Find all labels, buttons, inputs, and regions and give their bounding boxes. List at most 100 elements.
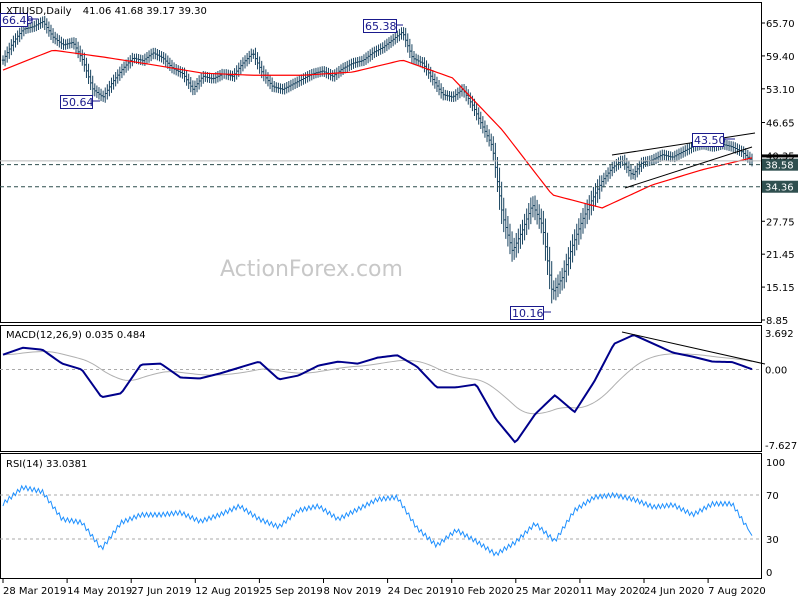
price-bar — [619, 155, 622, 169]
price-bar — [469, 92, 472, 108]
price-bar — [515, 232, 518, 258]
price-bar — [70, 37, 74, 49]
price-bar — [323, 66, 326, 77]
price-bar — [439, 83, 443, 99]
price-bar — [602, 172, 606, 188]
price-bar — [487, 129, 491, 147]
ohlc-readout: 41.06 41.68 39.17 39.30 — [83, 6, 207, 17]
macd-signal-line — [2, 350, 753, 415]
price-bar — [277, 82, 280, 94]
price-bar — [433, 73, 437, 89]
price-bar — [131, 52, 134, 67]
price-bar — [583, 203, 587, 229]
price-bar — [410, 44, 414, 64]
price-bar — [37, 18, 40, 31]
price-bar — [736, 143, 739, 155]
rsi-axis-label: 0 — [766, 568, 772, 579]
price-bar — [569, 240, 572, 270]
price-bar — [49, 24, 53, 41]
price-bar — [490, 133, 493, 151]
price-bar — [481, 116, 485, 134]
price-bar — [404, 27, 407, 48]
price-bar — [416, 54, 420, 67]
price-bar — [423, 57, 426, 73]
price-axis-label: 27.75 — [766, 217, 795, 228]
price-bar — [58, 35, 61, 48]
price-bar — [145, 52, 149, 65]
price-bar — [18, 27, 21, 43]
price-bar — [613, 160, 616, 174]
level-label: 38.58 — [765, 161, 794, 172]
price-bar — [101, 90, 105, 102]
price-bar — [379, 43, 382, 55]
price-bar — [452, 91, 455, 102]
price-bar — [675, 149, 679, 161]
price-bar — [542, 210, 545, 245]
price-bar — [412, 51, 416, 65]
price-bar — [354, 57, 357, 68]
price-bar — [565, 253, 568, 283]
price-bar — [358, 56, 361, 67]
price-bar — [371, 47, 374, 60]
macd-trendline — [621, 331, 766, 365]
price-bar — [147, 50, 151, 63]
date-axis-label: 10 Feb 2020 — [452, 586, 514, 597]
symbol-timeframe: XTIUSD,Daily — [6, 6, 72, 17]
upper-trendline — [611, 132, 756, 156]
price-bar — [93, 83, 96, 97]
price-bar — [623, 154, 626, 170]
date-axis-label: 8 Nov 2019 — [324, 586, 382, 597]
price-bar — [617, 157, 620, 170]
price-axis-label: 53.10 — [766, 85, 795, 96]
price-bar — [195, 77, 199, 93]
rsi-label: RSI(14) 33.0381 — [6, 459, 87, 470]
price-bar — [611, 161, 614, 177]
price-bar — [527, 202, 530, 230]
price-bar — [247, 50, 251, 65]
price-bar — [68, 38, 71, 49]
price-bar — [321, 66, 324, 77]
price-bar — [669, 151, 672, 162]
price-bar — [450, 91, 453, 102]
price-bar — [112, 74, 115, 90]
price-bar — [141, 55, 144, 66]
price-bar — [241, 57, 245, 72]
price-bar — [442, 86, 445, 101]
price-bar — [544, 218, 547, 261]
price-bar — [210, 73, 213, 84]
price-bar — [273, 80, 276, 93]
price-bar — [600, 175, 603, 192]
date-axis-label: 24 Dec 2019 — [388, 586, 452, 597]
price-bar — [266, 72, 270, 87]
price-bar — [179, 66, 182, 78]
price-bar — [275, 82, 278, 93]
price-bar — [592, 186, 595, 211]
price-bar — [122, 61, 126, 76]
price-bar — [366, 50, 370, 64]
price-bar — [577, 218, 581, 245]
price-bar — [114, 72, 117, 87]
price-bar — [483, 120, 487, 138]
price-bar — [485, 124, 489, 143]
price-bar — [245, 53, 249, 67]
price-bar — [467, 89, 470, 105]
price-bar — [590, 190, 593, 216]
price-bar — [575, 223, 578, 251]
price-bar — [158, 50, 161, 62]
price-bar — [368, 49, 372, 62]
price-bar — [174, 63, 178, 76]
price-bar — [95, 85, 99, 98]
price-bar — [66, 38, 69, 50]
price-bar — [331, 70, 334, 82]
price-bar — [567, 247, 570, 276]
price-bar — [533, 195, 537, 221]
price-bar — [5, 46, 9, 63]
price-bar — [448, 90, 451, 102]
price-bar — [408, 38, 412, 59]
price-bar — [329, 69, 332, 81]
price-bar — [8, 42, 11, 59]
annotation-label: 10.16 — [512, 307, 544, 320]
macd-line — [2, 334, 753, 444]
price-bar — [456, 87, 460, 100]
